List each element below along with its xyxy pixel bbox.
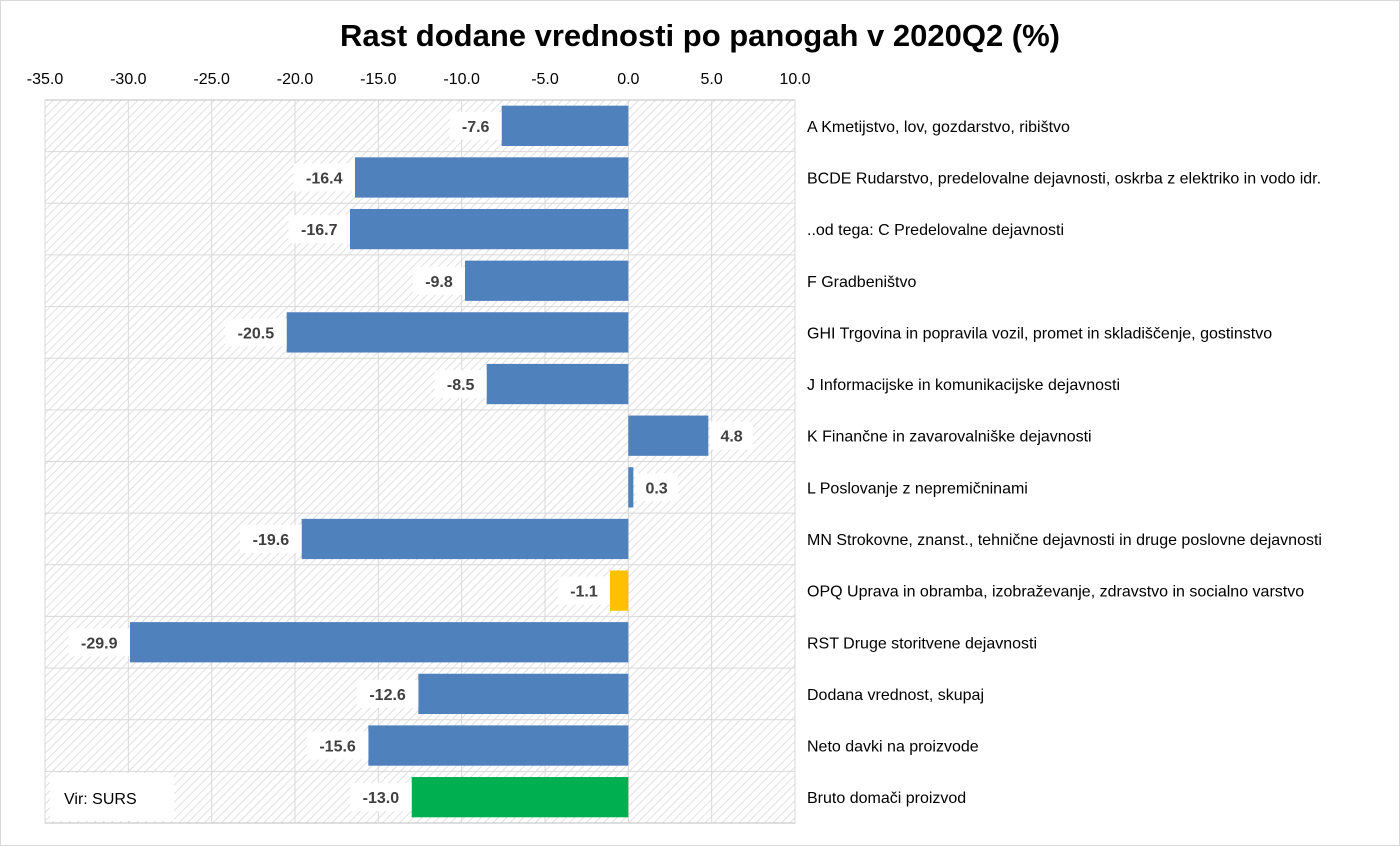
x-tick-label: -10.0 [443, 71, 480, 88]
data-label-background [306, 731, 369, 760]
x-tick-label: 0.0 [617, 71, 639, 88]
category-label: MN Strokovne, znanst., tehnične dejavnos… [807, 532, 1322, 549]
data-label-background [710, 421, 753, 450]
bar [418, 673, 629, 715]
data-label: -15.6 [319, 739, 356, 756]
category-label: OPQ Uprava in obramba, izobraževanje, zd… [807, 584, 1304, 601]
data-label-background [68, 628, 130, 657]
data-label: -1.1 [570, 584, 598, 601]
data-label: -12.6 [369, 687, 406, 704]
bar [486, 363, 629, 405]
category-label: RST Druge storitvene dejavnosti [807, 635, 1037, 652]
source-note: Vir: SURS [64, 791, 137, 808]
category-label: Dodana vrednost, skupaj [807, 687, 984, 704]
value-labels: -7.6 -16.4 -16.7 -9.8 -20.5 -8.5 4.8 0.3 -19.6 -1… [68, 111, 753, 812]
x-axis-ticks: -35.0 -30.0 -25.0 -20.0 -15.0 -10.0 -5.0 0.0 5.0… [27, 71, 811, 88]
chart-title: Rast dodane vrednosti po panogah v 2020Q… [339, 18, 1061, 53]
x-tick-label: -15.0 [360, 71, 397, 88]
data-label-background [225, 318, 287, 347]
data-label-background [293, 163, 355, 192]
bar [130, 622, 629, 663]
bars [130, 105, 709, 818]
bar [350, 208, 629, 250]
data-label: -7.6 [462, 119, 490, 136]
bar [286, 312, 629, 353]
category-label: F Gradbeništvo [807, 274, 916, 291]
x-tick-label: -25.0 [193, 71, 230, 88]
data-label: -16.7 [301, 222, 338, 239]
data-label-background [434, 370, 487, 399]
category-label: L Poslovanje z nepremičninami [807, 480, 1028, 497]
category-label: Neto davki na proizvode [807, 739, 979, 756]
data-label-background [558, 576, 610, 605]
x-tick-label: 10.0 [779, 71, 810, 88]
data-label-background [288, 215, 350, 244]
data-label: 0.3 [645, 480, 667, 497]
category-label: GHI Trgovina in popravila vozil, promet … [807, 325, 1272, 342]
bar [465, 260, 629, 301]
bar [301, 518, 629, 560]
data-label: -29.9 [81, 635, 118, 652]
data-label: -9.8 [425, 274, 453, 291]
category-label: ..od tega: C Predelovalne dejavnosti [807, 222, 1064, 239]
data-label-background [635, 473, 678, 502]
x-tick-label: 5.0 [701, 71, 723, 88]
category-label: K Finančne in zavarovalniške dejavnosti [807, 429, 1092, 446]
category-label: A Kmetijstvo, lov, gozdarstvo, ribištvo [807, 119, 1070, 136]
bar [501, 105, 629, 146]
x-tick-label: -20.0 [277, 71, 314, 88]
x-tick-label: -5.0 [531, 71, 559, 88]
data-label-background [449, 111, 502, 140]
x-tick-label: -35.0 [27, 71, 64, 88]
category-label: Bruto domači proizvod [807, 790, 966, 807]
category-label: J Informacijske in komunikacijske dejavn… [807, 377, 1120, 394]
bar [368, 725, 629, 766]
bar [628, 415, 709, 456]
data-label-background [350, 783, 412, 812]
bar [355, 157, 629, 198]
x-tick-label: -30.0 [110, 71, 147, 88]
data-label: -8.5 [447, 377, 475, 394]
data-label: 4.8 [720, 429, 742, 446]
bar [610, 570, 629, 611]
data-label-background [356, 679, 419, 708]
data-label-background [240, 524, 302, 553]
data-label: -16.4 [306, 170, 343, 187]
bar [628, 467, 634, 508]
source-note-box: Vir: SURS [50, 773, 174, 821]
category-label: BCDE Rudarstvo, predelovalne dejavnosti,… [807, 170, 1321, 187]
data-label: -20.5 [238, 325, 275, 342]
data-label-background [413, 266, 465, 295]
bar [411, 777, 629, 818]
category-labels: A Kmetijstvo, lov, gozdarstvo, ribištvo B… [807, 119, 1322, 807]
data-label: -13.0 [363, 790, 400, 807]
data-label: -19.6 [253, 532, 290, 549]
